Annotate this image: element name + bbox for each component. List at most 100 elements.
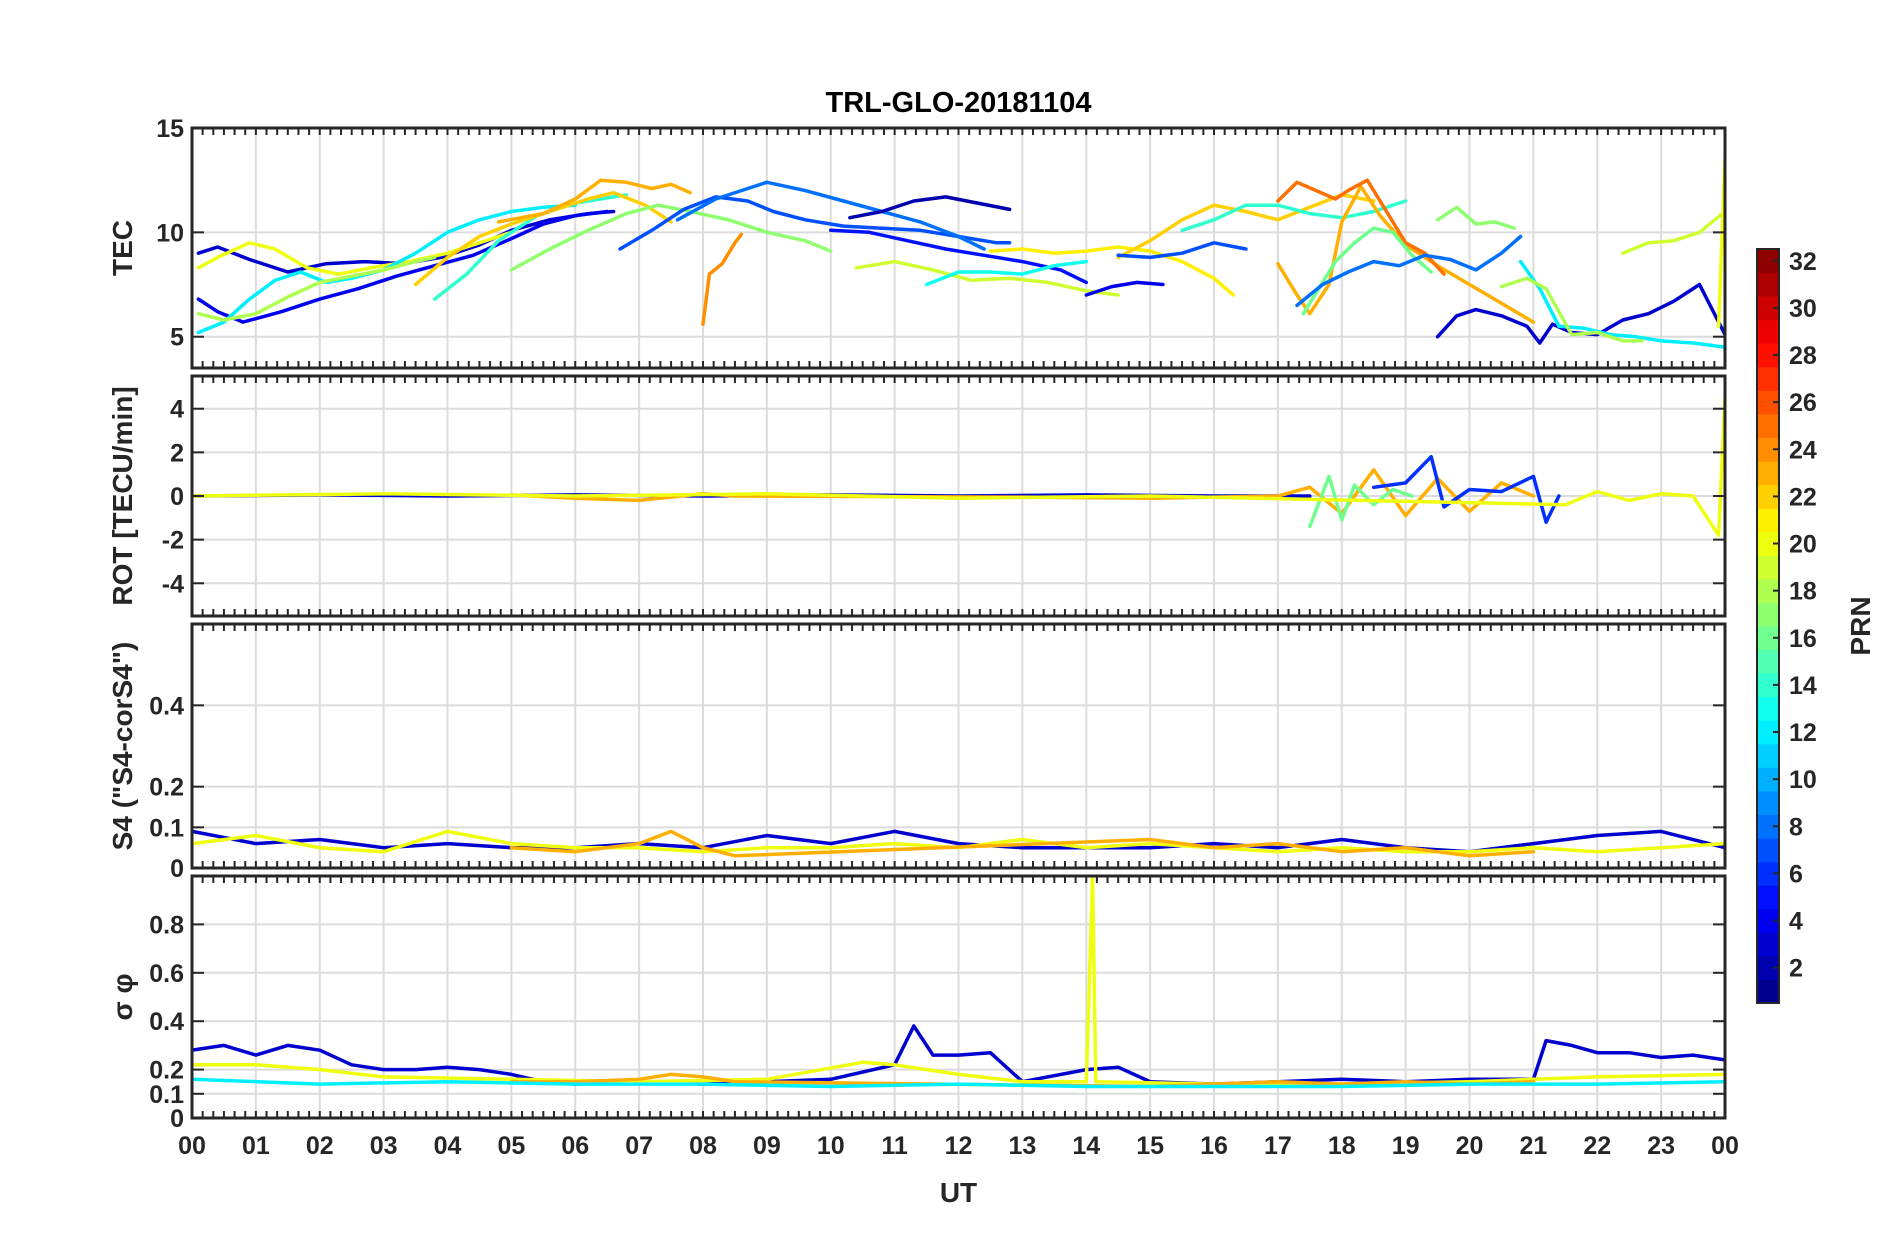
colorbar-segment [1757,555,1779,580]
x-tick-label: 03 [370,1132,398,1160]
colorbar-segment [1757,578,1779,603]
colorbar-segment [1757,932,1779,957]
colorbar-segment [1757,366,1779,391]
series-line-prn-3 [192,1024,1725,1086]
series-line-prn-8 [1295,234,1523,308]
series-line-prn-14 [1180,199,1408,233]
series-line-prn-6 [1371,454,1561,524]
series-line-prn-16 [1301,226,1433,316]
series-line-prn-17 [509,203,833,272]
y-tick-label: 0.2 [149,774,184,802]
colorbar-segment [1757,296,1779,321]
y-tick-label: 15 [156,115,184,143]
y-tick-label: 0.4 [149,692,184,720]
colorbar-segment [1757,908,1779,933]
series-line-prn-23 [509,468,1536,518]
series-line-prn-12 [192,1077,1725,1089]
series-line-prn-19 [1621,209,1725,255]
colorbar-tick-label: 14 [1789,672,1817,700]
series-line-prn-19 [854,259,1120,297]
series-line-prn-12 [1518,259,1725,349]
colorbar-tick-label: 28 [1789,342,1817,370]
series-line-prn-7 [1116,241,1248,260]
x-tick-label: 18 [1328,1132,1356,1160]
series-line-prn-18 [1499,276,1644,343]
x-tick-label: 16 [1200,1132,1228,1160]
x-tick-label: 17 [1264,1132,1292,1160]
x-tick-label: 08 [689,1132,717,1160]
y-tick-label: 10 [156,219,184,247]
series-group [196,157,1725,349]
colorbar-segment [1757,673,1779,698]
colorbar-tick-label: 24 [1789,436,1817,464]
y-axis-label: S4 ("S4-corS4") [107,642,138,851]
y-tick-label: 0.1 [149,1081,184,1109]
colorbar-tick-label: 16 [1789,625,1817,653]
y-tick-label: 4 [170,396,184,424]
x-tick-label: 00 [1711,1132,1739,1160]
colorbar-segment [1757,790,1779,815]
x-tick-label: 10 [817,1132,845,1160]
x-tick-label: 22 [1583,1132,1611,1160]
y-tick-label: 0 [170,855,184,883]
x-tick-label: 04 [434,1132,462,1160]
colorbar-segment [1757,319,1779,344]
y-tick-label: 0.2 [149,1057,184,1085]
series-line-prn-4 [196,209,609,324]
colorbar-frame [1756,248,1780,1004]
colorbar-tick-label: 26 [1789,389,1817,417]
series-line-prn-13 [924,259,1089,287]
x-tick-label: 13 [1008,1132,1036,1160]
colorbar-segment [1757,508,1779,533]
colorbar-tick-label: 12 [1789,719,1817,747]
y-tick-label: 0.8 [149,911,184,939]
series-line-prn-17 [1435,205,1516,230]
series-line-prn-7 [618,195,1012,251]
panel-1: 5 10 15 TEC [107,115,1727,370]
colorbar-segment [1757,743,1779,768]
colorbar-segment [1757,249,1779,274]
series-line-prn-3 [1435,282,1725,345]
colorbar-segment [1757,979,1779,1004]
series-line-prn-24 [701,232,744,326]
x-tick-label: 21 [1519,1132,1547,1160]
colorbar-segment [1757,955,1779,980]
x-tick-label: 15 [1136,1132,1164,1160]
series-line-prn-4 [1084,280,1165,297]
colorbar-tick-label: 30 [1789,295,1817,323]
y-tick-label: 0.6 [149,960,184,988]
colorbar-segment [1757,272,1779,297]
y-tick-label: -2 [162,527,184,555]
x-axis-label: UT [940,1177,977,1208]
panel-3: 0 0.1 0.2 0.4 S4 ("S4-corS4") [107,622,1727,883]
x-tick-label: 05 [497,1132,525,1160]
series-line-prn-21 [988,245,1235,297]
colorbar-tick-label: 20 [1789,531,1817,559]
y-tick-label: 0 [170,1105,184,1133]
x-tick-label: 09 [753,1132,781,1160]
x-tick-label: 01 [242,1132,270,1160]
colorbar-segment [1757,885,1779,910]
y-axis-label: TEC [107,220,138,276]
series-line-prn-23 [496,178,692,224]
y-tick-label: 0 [170,483,184,511]
colorbar-tick-label: 32 [1789,248,1817,276]
colorbar-label: PRN [1845,596,1876,655]
colorbar-segment [1757,696,1779,721]
y-axis-label: ROT [TECU/min] [107,386,138,605]
y-tick-label: 2 [170,439,184,467]
colorbar-segment [1757,531,1779,556]
colorbar-segment [1757,720,1779,745]
colorbar-segment [1757,390,1779,415]
series-line-prn-20 [196,230,514,276]
x-tick-label: 20 [1456,1132,1484,1160]
y-tick-label: 0.4 [149,1008,184,1036]
colorbar-segment [1757,602,1779,627]
series-line-prn-8 [675,180,986,251]
colorbar-tick-label: 6 [1789,860,1803,888]
x-tick-label: 07 [625,1132,653,1160]
panel-2: -4 -2 0 2 4 ROT [TECU/min] [107,374,1727,618]
colorbar-segment [1757,461,1779,486]
